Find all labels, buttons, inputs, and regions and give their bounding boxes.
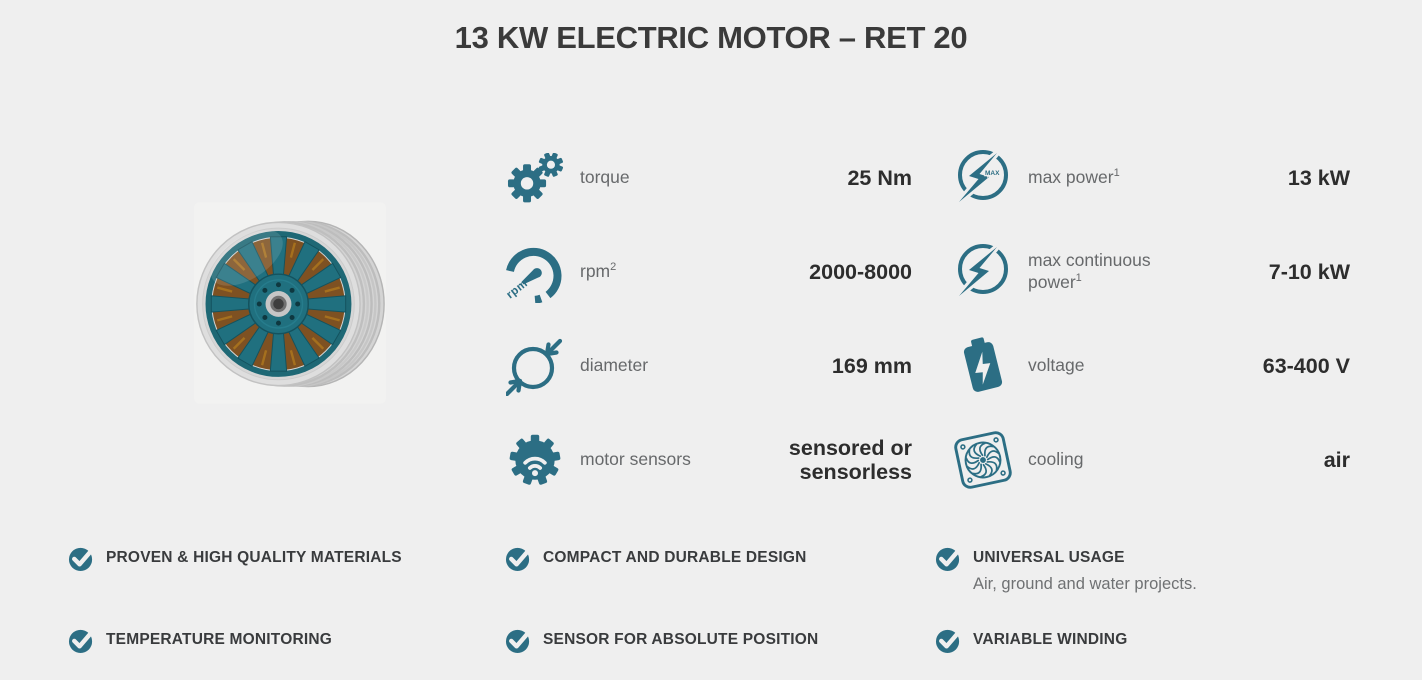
feature-absolute-position-sensor: SENSOR FOR ABSOLUTE POSITION — [505, 627, 935, 654]
feature-title: SENSOR FOR ABSOLUTE POSITION — [543, 631, 819, 649]
check-circle-icon — [505, 545, 532, 572]
feature-title: UNIVERSAL USAGE — [973, 549, 1125, 566]
feature-proven-materials: PROVEN & HIGH QUALITY MATERIALS — [68, 545, 505, 594]
spec-row-diameter: diameter 169 mm — [498, 319, 912, 413]
check-circle-icon — [935, 545, 962, 572]
battery-icon — [946, 333, 1020, 399]
spec-value: air — [1323, 447, 1350, 472]
rpm-gauge-icon: rpm — [498, 241, 572, 303]
spec-value: 2000-8000 — [809, 259, 912, 284]
motor-photo-illustration — [194, 202, 386, 404]
bolt-max-icon: MAX — [946, 147, 1020, 209]
feature-title: PROVEN & HIGH QUALITY MATERIALS — [106, 549, 402, 566]
feature-title: VARIABLE WINDING — [973, 631, 1128, 649]
spec-label: voltage — [1028, 355, 1085, 376]
spec-table: torque 25 Nm rpm rpm2 2000-8000 — [498, 131, 1350, 507]
svg-text:MAX: MAX — [985, 170, 1000, 177]
spec-value: sensored or sensorless — [788, 435, 912, 484]
spec-row-torque: torque 25 Nm — [498, 131, 912, 225]
spec-label: cooling — [1028, 449, 1084, 470]
spec-label: torque — [580, 167, 630, 188]
spec-row-voltage: voltage 63-400 V — [946, 319, 1350, 413]
feature-title: COMPACT AND DURABLE DESIGN — [543, 549, 807, 566]
diameter-icon — [498, 336, 572, 396]
feature-subtitle: Air, ground and water projects. — [973, 574, 1197, 593]
spec-label: max power1 — [1028, 167, 1120, 188]
spec-row-cooling: cooling air — [946, 413, 1350, 507]
spec-row-max-continuous-power: max continuous power1 7-10 kW — [946, 225, 1350, 319]
feature-temperature-monitoring: TEMPERATURE MONITORING — [68, 627, 505, 654]
spec-row-rpm: rpm rpm2 2000-8000 — [498, 225, 912, 319]
spec-label: rpm2 — [580, 261, 617, 282]
feature-compact-design: COMPACT AND DURABLE DESIGN — [505, 545, 935, 594]
check-circle-icon — [505, 627, 532, 654]
motor-photo — [194, 202, 386, 404]
feature-list: PROVEN & HIGH QUALITY MATERIALS COMPACT … — [68, 545, 1365, 654]
check-circle-icon — [68, 627, 95, 654]
spec-value: 7-10 kW — [1268, 259, 1350, 284]
spec-value: 25 Nm — [847, 165, 912, 190]
spec-label: diameter — [580, 355, 649, 376]
feature-title: TEMPERATURE MONITORING — [106, 631, 332, 649]
spec-label: max continuous power1 — [1028, 250, 1151, 292]
spec-value: 63-400 V — [1262, 353, 1350, 378]
spec-value: 13 kW — [1287, 165, 1350, 190]
spec-row-motor-sensors: motor sensors sensored or sensorless — [498, 413, 912, 507]
feature-variable-winding: VARIABLE WINDING — [935, 627, 1365, 654]
page-title: 13 KW ELECTRIC MOTOR – RET 20 — [454, 20, 968, 55]
check-circle-icon — [935, 627, 962, 654]
spec-label: motor sensors — [580, 449, 691, 470]
spec-row-max-power: MAX max power1 13 kW — [946, 131, 1350, 225]
feature-universal-usage: UNIVERSAL USAGE Air, ground and water pr… — [935, 545, 1365, 594]
check-circle-icon — [68, 545, 95, 572]
spec-value: 169 mm — [831, 353, 912, 378]
bolt-icon — [946, 241, 1020, 303]
gears-icon — [498, 153, 572, 203]
gear-wifi-icon — [498, 430, 572, 490]
fan-icon — [946, 429, 1020, 491]
